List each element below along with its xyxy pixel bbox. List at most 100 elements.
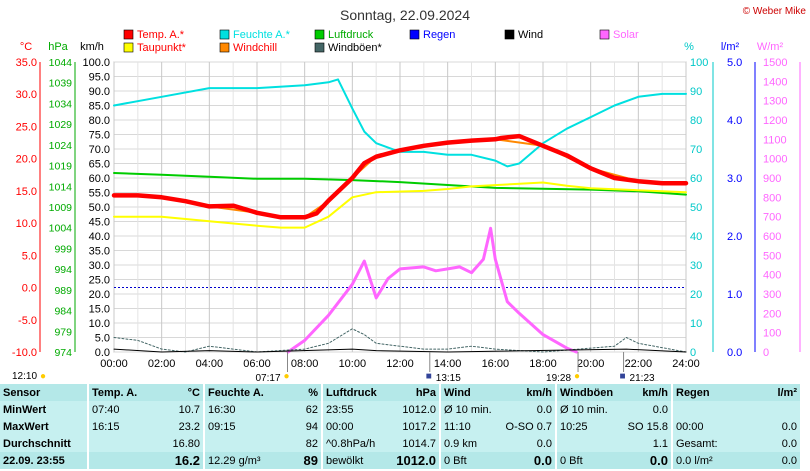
- tick-label-x: 00:00: [100, 358, 128, 370]
- legend-label: Taupunkt*: [137, 42, 187, 54]
- tick-label-temp: 35.0: [16, 57, 37, 69]
- series-line-wind: [113, 348, 687, 353]
- tick-label-kmh: 25.0: [89, 275, 110, 287]
- stats-cell: MinWert: [0, 401, 88, 418]
- series-line-luftdruck: [113, 172, 687, 196]
- stats-cell: 0 Bft: [555, 452, 614, 469]
- tick-label-x: 08:00: [291, 358, 319, 370]
- stats-cell: 1012.0: [384, 452, 440, 469]
- tick-label-wm2: 1000: [763, 154, 787, 166]
- legend-label: Windböen*: [328, 42, 383, 54]
- time-marker-sun-peak: 13:15: [435, 373, 461, 384]
- tick-label-lm2: 2.0: [727, 231, 742, 243]
- stats-cell: 1017.2: [384, 418, 440, 435]
- tick-label-wm2: 1500: [763, 57, 787, 69]
- tick-label-hpa: 1019: [49, 161, 73, 173]
- right-edge-panel: [800, 384, 810, 471]
- stats-cell: 1014.7: [384, 435, 440, 452]
- stats-cell: 23.2: [148, 418, 204, 435]
- time-marker-sunset: 19:28: [546, 373, 572, 384]
- stats-cell: 10:25: [555, 418, 614, 435]
- legend-swatch: [314, 29, 325, 40]
- stats-cell: 0.9 km: [439, 435, 496, 452]
- stats-cell: 07:40: [87, 401, 148, 418]
- stats-cell: 0.0: [496, 401, 556, 418]
- stats-row: MinWert 07:40 10.7 16:30 62 23:55 1012.0 Ø 10 m…: [0, 401, 800, 418]
- sunrise-icon: ●: [283, 371, 290, 382]
- stats-cell: bewölkt: [321, 452, 384, 469]
- tick-label-kmh: 90.0: [89, 86, 110, 98]
- tick-label-hpa: 974: [54, 347, 72, 359]
- stats-cell: 62: [266, 401, 322, 418]
- weather-chart: Sonntag, 22.09.2024 © Weber Mike °C hPa km/h…: [12, 6, 807, 372]
- tick-label-pct: 30: [690, 260, 702, 272]
- stats-cell: Gesamt:: [671, 435, 732, 452]
- stats-header-row: Sensor Temp. A. °C Feuchte A.% Luftdruck hPa W…: [0, 384, 800, 401]
- tick-label-x: 24:00: [672, 358, 700, 370]
- stats-cell: 00:00: [671, 418, 732, 435]
- tick-label-hpa: 1004: [49, 223, 73, 235]
- stats-cell: 0.0: [496, 452, 556, 469]
- stats-row: Durchschnitt 16.80 82 ^0.8hPa/h 1014.7 0.9 km…: [0, 435, 800, 452]
- stats-cell: 16:30: [203, 401, 266, 418]
- tick-label-hpa: 1024: [49, 140, 73, 152]
- tick-label-x: 16:00: [482, 358, 510, 370]
- stats-cell: 11:10: [439, 418, 496, 435]
- stats-table: Sensor Temp. A. °C Feuchte A.% Luftdruck hPa W…: [0, 384, 800, 469]
- stats-cell: Sensor: [0, 384, 88, 401]
- stats-cell: [87, 452, 148, 469]
- tick-label-kmh: 0.0: [95, 347, 110, 359]
- stats-cell: 82: [266, 435, 322, 452]
- stats-cell: O-SO 0.7: [496, 418, 556, 435]
- stats-cell: 1012.0: [384, 401, 440, 418]
- tick-label-temp: 25.0: [16, 121, 37, 133]
- tick-label-pct: 60: [690, 173, 702, 185]
- stats-cell: [555, 435, 614, 452]
- tick-label-pct: 100: [690, 57, 708, 69]
- stats-cell: km/h: [496, 384, 556, 401]
- stats-cell: Ø 10 min.: [555, 401, 614, 418]
- tick-label-hpa: 984: [54, 306, 72, 318]
- stats-cell: 0.0: [732, 418, 800, 435]
- tick-label-wm2: 500: [763, 250, 781, 262]
- tick-label-pct: 10: [690, 318, 702, 330]
- stats-cell: hPa: [384, 384, 440, 401]
- tick-label-x: 22:00: [625, 358, 653, 370]
- tick-label-kmh: 100.0: [82, 57, 110, 69]
- tick-label-hpa: 979: [54, 326, 72, 338]
- stats-row: 22.09. 23:55 16.2 12.29 g/m³ 89 bewölkt 1012.…: [0, 452, 800, 469]
- tick-label-wm2: 100: [763, 328, 781, 340]
- stats-cell: [203, 435, 266, 452]
- moonrise-icon: ■: [619, 371, 626, 382]
- tick-label-wm2: 900: [763, 173, 781, 185]
- tick-label-wm2: 1300: [763, 96, 787, 108]
- tick-label-pct: 40: [690, 231, 702, 243]
- tick-label-pct: 80: [690, 115, 702, 127]
- stats-cell: Durchschnitt: [0, 435, 88, 452]
- stats-cell: 09:15: [203, 418, 266, 435]
- legend-swatch: [123, 42, 134, 53]
- stats-cell: 16.2: [148, 452, 204, 469]
- stats-cell: 89: [266, 452, 322, 469]
- stats-cell: 0.0: [732, 435, 800, 452]
- tick-label-x: 20:00: [577, 358, 605, 370]
- tick-label-pct: 50: [690, 202, 702, 214]
- tick-label-pct: 0: [690, 347, 696, 359]
- chart-title: Sonntag, 22.09.2024: [340, 7, 470, 23]
- time-marker-moon: 12:10: [12, 371, 38, 382]
- tick-label-wm2: 800: [763, 192, 781, 204]
- legend-swatch: [219, 29, 230, 40]
- stats-cell: Feuchte A.: [203, 384, 266, 401]
- stats-cell: Windböen: [555, 384, 614, 401]
- tick-label-hpa: 1039: [49, 78, 73, 90]
- chart-credit: © Weber Mike: [743, 6, 807, 17]
- moon-icon: ●: [40, 371, 47, 382]
- tick-label-kmh: 10.0: [89, 318, 110, 330]
- stats-cell: 22.09. 23:55: [0, 452, 88, 469]
- stats-cell: [671, 401, 732, 418]
- tick-label-kmh: 65.0: [89, 159, 110, 171]
- tick-label-temp: 15.0: [16, 186, 37, 198]
- tick-label-temp: 0.0: [22, 283, 37, 295]
- time-marker-bar: 12:10 ● 07:17 ● 13:15 ■ 19:28 ● 21:23 ■: [0, 370, 810, 384]
- stats-cell: %: [266, 384, 322, 401]
